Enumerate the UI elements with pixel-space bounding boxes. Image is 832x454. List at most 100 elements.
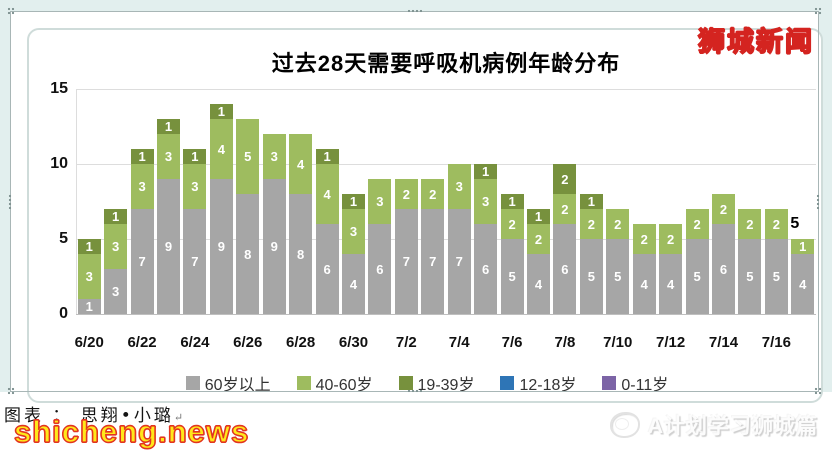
resize-handle-middle-left[interactable] [8, 194, 12, 209]
bar-segment[interactable]: 4 [315, 164, 339, 224]
bar-segment[interactable]: 2 [764, 209, 788, 239]
bar-segment[interactable]: 1 [579, 194, 603, 209]
bar-segment[interactable]: 1 [77, 299, 101, 314]
bar-segment[interactable]: 4 [342, 254, 365, 314]
bar-segment[interactable]: 6 [368, 224, 392, 314]
bar-segment[interactable]: 5 [685, 239, 709, 314]
bar-segment[interactable]: 1 [527, 209, 550, 224]
bar-segment[interactable]: 2 [606, 209, 630, 239]
bar-segment[interactable]: 2 [632, 224, 656, 254]
bar-segment[interactable]: 5 [764, 239, 788, 314]
bar-segment[interactable]: 8 [289, 194, 313, 314]
bar-segment-value: 7 [191, 254, 199, 269]
bar-segment[interactable]: 5 [579, 239, 603, 314]
y-axis-line [76, 89, 77, 314]
bar-segment[interactable]: 3 [447, 164, 471, 209]
bar-segment[interactable]: 4 [289, 134, 313, 194]
bar-segment[interactable]: 8 [236, 194, 260, 314]
bar-segment[interactable]: 3 [342, 209, 365, 254]
bar-segment[interactable]: 3 [368, 179, 392, 224]
resize-handle-top-center[interactable] [407, 9, 422, 13]
bar-segment[interactable]: 2 [500, 209, 524, 239]
paragraph-mark: ↵ [173, 411, 184, 424]
bar-segment[interactable]: 1 [474, 164, 498, 179]
bar-segment[interactable]: 6 [553, 224, 577, 314]
bar-segment[interactable]: 5 [500, 239, 524, 314]
bar-total-label: 5 [790, 215, 800, 232]
bar-segment[interactable]: 7 [394, 209, 418, 314]
bar-segment-value: 4 [640, 276, 648, 292]
bar-segment[interactable]: 1 [209, 104, 233, 119]
chart-object[interactable]: 过去28天需要呼吸机病例年龄分布 0 5 10 15 1 3 1 3 3 1 7 3 1 9 3 1 7 3 1 9 4… [11, 12, 823, 403]
bar-segment[interactable]: 3 [130, 164, 154, 209]
bar-segment[interactable]: 2 [659, 224, 683, 254]
bar-segment[interactable]: 3 [474, 179, 498, 224]
bar-segment[interactable]: 2 [579, 209, 603, 239]
bar-segment[interactable]: 1 [104, 209, 128, 224]
bar-segment[interactable]: 2 [685, 209, 709, 239]
bar-segment[interactable]: 1 [500, 194, 524, 209]
resize-handle-top-right[interactable] [814, 7, 822, 15]
bar-segment[interactable]: 1 [130, 149, 154, 164]
bar-segment[interactable]: 6 [712, 224, 735, 314]
bar-segment-value: 6 [719, 261, 728, 277]
resize-handle-bottom-right[interactable] [814, 387, 822, 395]
legend-label: 60岁以上 [204, 377, 271, 394]
legend-item[interactable]: 40-60岁 [296, 371, 373, 395]
bar-segment-value: 4 [323, 186, 331, 202]
bar-segment-value: 7 [455, 254, 463, 269]
bar-segment[interactable]: 7 [130, 209, 154, 314]
bar-segment[interactable]: 3 [262, 134, 286, 179]
bar-segment[interactable]: 6 [474, 224, 498, 314]
bar-segment[interactable]: 9 [209, 179, 233, 314]
bar-segment[interactable]: 2 [421, 179, 445, 209]
bar-segment[interactable]: 5 [738, 239, 762, 314]
bar-segment[interactable]: 3 [104, 224, 128, 269]
bar-segment-value: 5 [244, 149, 252, 164]
legend-swatch-icon [296, 376, 311, 390]
bar-segment[interactable]: 9 [157, 179, 180, 314]
bar-segment[interactable]: 4 [209, 119, 233, 179]
bar-segment[interactable]: 7 [183, 209, 207, 314]
bar-segment[interactable]: 3 [104, 269, 128, 314]
bar-segment[interactable]: 3 [157, 134, 180, 179]
bar-segment[interactable]: 3 [183, 164, 207, 209]
bar-segment[interactable]: 1 [342, 194, 365, 209]
site-url-watermark: shicheng.news [13, 413, 250, 449]
legend-item[interactable]: 19-39岁 [398, 371, 474, 395]
bar-segment[interactable]: 1 [157, 119, 180, 134]
bar-segment[interactable]: 4 [632, 254, 656, 314]
resize-handle-bottom-center[interactable] [407, 389, 422, 393]
resize-handle-middle-right[interactable] [816, 194, 820, 209]
bar-segment[interactable]: 5 [236, 119, 260, 194]
bar-segment[interactable]: 4 [659, 254, 683, 314]
bar-segment[interactable]: 5 [606, 239, 630, 314]
x-axis-tick-label: 7/12 [656, 334, 686, 351]
resize-handle-top-left[interactable] [7, 7, 15, 15]
bar-segment[interactable]: 7 [447, 209, 471, 314]
legend-item[interactable]: 12-18岁 [500, 371, 576, 395]
x-axis-tick-label: 6/20 [74, 334, 104, 351]
bar-segment[interactable]: 6 [315, 224, 339, 314]
legend-item[interactable]: 0-11岁 [602, 371, 668, 395]
bar-segment-value: 1 [191, 149, 199, 164]
bar-segment[interactable]: 4 [527, 254, 550, 314]
bar-segment[interactable]: 3 [77, 254, 101, 299]
bar-segment[interactable]: 1 [791, 239, 815, 254]
bar-segment[interactable]: 9 [262, 179, 286, 314]
bar-segment[interactable]: 4 [791, 254, 815, 314]
bar-segment[interactable]: 1 [315, 149, 339, 164]
bar-segment[interactable]: 2 [394, 179, 418, 209]
bar-segment[interactable]: 1 [183, 149, 207, 164]
bar-segment[interactable]: 7 [421, 209, 445, 314]
bar-segment[interactable]: 2 [738, 209, 762, 239]
bar-segment-value: 2 [534, 231, 543, 247]
resize-handle-bottom-left[interactable] [7, 387, 15, 395]
bar-segment[interactable]: 2 [527, 224, 550, 254]
y-axis-tick-label: 15 [50, 80, 68, 97]
bar-segment[interactable]: 1 [77, 239, 101, 254]
bar-segment[interactable]: 2 [553, 194, 577, 224]
legend-item[interactable]: 60岁以上 [185, 371, 271, 395]
bar-segment[interactable]: 2 [712, 194, 735, 224]
bar-segment[interactable]: 2 [553, 164, 577, 194]
